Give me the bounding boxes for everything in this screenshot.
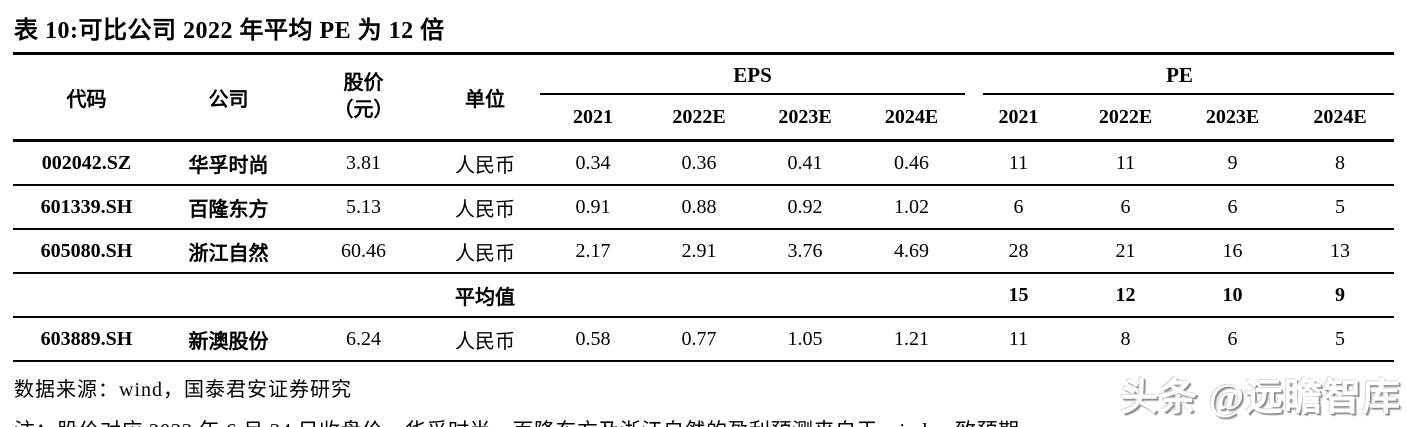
cell-price: 6.24 xyxy=(346,327,381,350)
header-company: 公司 xyxy=(208,88,249,111)
average-row: 平均值 15 12 10 9 xyxy=(13,273,1395,317)
cell-code: 601339.SH xyxy=(40,195,133,218)
cell-eps-2024e: 1.02 xyxy=(894,195,929,218)
cell-unit: 人民币 xyxy=(455,198,515,221)
cell-pe-2022e: 8 xyxy=(1120,327,1131,350)
cell-eps-2024e: 4.69 xyxy=(894,239,929,262)
cell-code: 605080.SH xyxy=(40,239,133,262)
cell-pe-2021: 6 xyxy=(1013,195,1024,218)
cell-pe-2024e: 13 xyxy=(1330,239,1351,262)
header-price: 股价 （元） xyxy=(297,54,430,141)
cell-eps-2021: 0.34 xyxy=(575,151,611,174)
cell-eps-2022e: 0.88 xyxy=(681,195,717,218)
cell-company: 百隆东方 xyxy=(188,198,269,221)
cell-pe-2024e: 8 xyxy=(1335,151,1346,174)
cell-eps-2023e: 0.92 xyxy=(787,195,823,218)
table-header: 代码 公司 股价 （元） 单位 EPS PE 2021 2022E 2023E … xyxy=(13,54,1395,141)
header-pe-2021: 2021 xyxy=(998,105,1039,128)
cell-pe-2024e: 5 xyxy=(1335,327,1346,350)
table-row: 603889.SH 新澳股份 6.24 人民币 0.58 0.77 1.05 1… xyxy=(13,317,1395,361)
cell-unit: 人民币 xyxy=(455,330,515,353)
header-price-line1: 股价 xyxy=(343,72,384,94)
cell-pe-2021: 28 xyxy=(1008,239,1029,262)
table-row: 605080.SH 浙江自然 60.46 人民币 2.17 2.91 3.76 … xyxy=(13,229,1395,273)
cell-company: 浙江自然 xyxy=(188,242,269,265)
header-pe-2022e: 2022E xyxy=(1098,105,1153,128)
data-source-note: 数据来源：wind，国泰君安证券研究 xyxy=(14,379,352,401)
cell-unit: 人民币 xyxy=(455,242,515,265)
cell-pe-2023e: 16 xyxy=(1222,239,1243,262)
cell-price: 3.81 xyxy=(346,151,381,174)
cell-pe-2023e: 6 xyxy=(1227,327,1238,350)
cell-company: 新澳股份 xyxy=(188,330,269,353)
cell-eps-2021 xyxy=(540,273,646,317)
header-eps-2021: 2021 xyxy=(573,105,613,128)
cell-pe-2021: 11 xyxy=(1008,151,1029,174)
cell-pe-2021: 15 xyxy=(1008,283,1029,306)
cell-company: 华孚时尚 xyxy=(188,154,269,177)
cell-eps-2023e: 1.05 xyxy=(787,327,823,350)
cell-price: 5.13 xyxy=(346,195,381,218)
year-header-row: 2021 2022E 2023E 2024E 2021 2022E 2023E … xyxy=(13,95,1394,141)
comparable-companies-table: 代码 公司 股价 （元） 单位 EPS PE 2021 2022E 2023E … xyxy=(13,52,1395,362)
cell-eps-2021: 0.91 xyxy=(575,195,611,218)
table-title: 表 10:可比公司 2022 年平均 PE 为 12 倍 xyxy=(14,18,445,44)
cell-pe-2024e: 5 xyxy=(1335,195,1346,218)
cell-eps-2024e xyxy=(858,273,965,317)
header-unit: 单位 xyxy=(465,88,505,111)
cell-code: 002042.SZ xyxy=(41,151,132,174)
cell-eps-2023e: 0.41 xyxy=(787,151,823,174)
average-label: 平均值 xyxy=(455,286,515,309)
cell-price: 60.46 xyxy=(341,239,386,262)
cell-price xyxy=(297,273,430,317)
header-pe-2024e: 2024E xyxy=(1313,105,1367,128)
cell-eps-2021: 0.58 xyxy=(575,327,611,350)
watermark-text: 头条 @远瞻智库 xyxy=(1120,377,1401,419)
cell-pe-2023e: 10 xyxy=(1222,283,1243,306)
table-row: 601339.SH 百隆东方 5.13 人民币 0.91 0.88 0.92 1… xyxy=(13,185,1395,229)
header-eps-2022e: 2022E xyxy=(672,105,726,128)
cell-pe-2022e: 11 xyxy=(1115,151,1136,174)
header-pe-2023e: 2023E xyxy=(1205,105,1260,128)
cell-eps-2023e: 3.76 xyxy=(787,239,823,262)
cell-unit: 人民币 xyxy=(455,154,515,177)
cell-pe-2022e: 6 xyxy=(1120,195,1131,218)
cell-pe-2021: 11 xyxy=(1008,327,1029,350)
cell-eps-2022e xyxy=(646,273,752,317)
cell-code: 603889.SH xyxy=(40,327,133,350)
cell-pe-2023e: 6 xyxy=(1227,195,1238,218)
cell-eps-2024e: 1.21 xyxy=(894,327,929,350)
cell-eps-2022e: 0.77 xyxy=(681,327,717,350)
cell-pe-2023e: 9 xyxy=(1227,151,1238,174)
header-eps-2024e: 2024E xyxy=(884,105,939,128)
cell-company xyxy=(160,273,297,317)
cell-code xyxy=(13,273,160,317)
header-code: 代码 xyxy=(66,88,107,111)
header-group-pe: PE xyxy=(965,54,1395,96)
cell-eps-2023e xyxy=(752,273,858,317)
cell-pe-2022e: 12 xyxy=(1115,283,1136,306)
cell-pe-2024e: 9 xyxy=(1335,283,1346,306)
footnote: 注：股价对应 2022 年 6 月 24 日收盘价，华孚时尚、百隆东方及浙江自然… xyxy=(14,415,1407,427)
cell-eps-2021: 2.17 xyxy=(575,239,611,262)
header-price-line2: （元） xyxy=(333,99,394,121)
header-group-eps: EPS xyxy=(540,54,966,96)
cell-eps-2022e: 0.36 xyxy=(681,151,717,174)
header-eps-2023e: 2023E xyxy=(778,105,832,128)
cell-eps-2024e: 0.46 xyxy=(894,151,929,174)
cell-eps-2022e: 2.91 xyxy=(681,239,717,262)
cell-pe-2022e: 21 xyxy=(1115,239,1136,262)
table-row: 002042.SZ 华孚时尚 3.81 人民币 0.34 0.36 0.41 0… xyxy=(13,140,1395,186)
group-header-row: 代码 公司 股价 （元） 单位 EPS PE xyxy=(13,54,1395,121)
